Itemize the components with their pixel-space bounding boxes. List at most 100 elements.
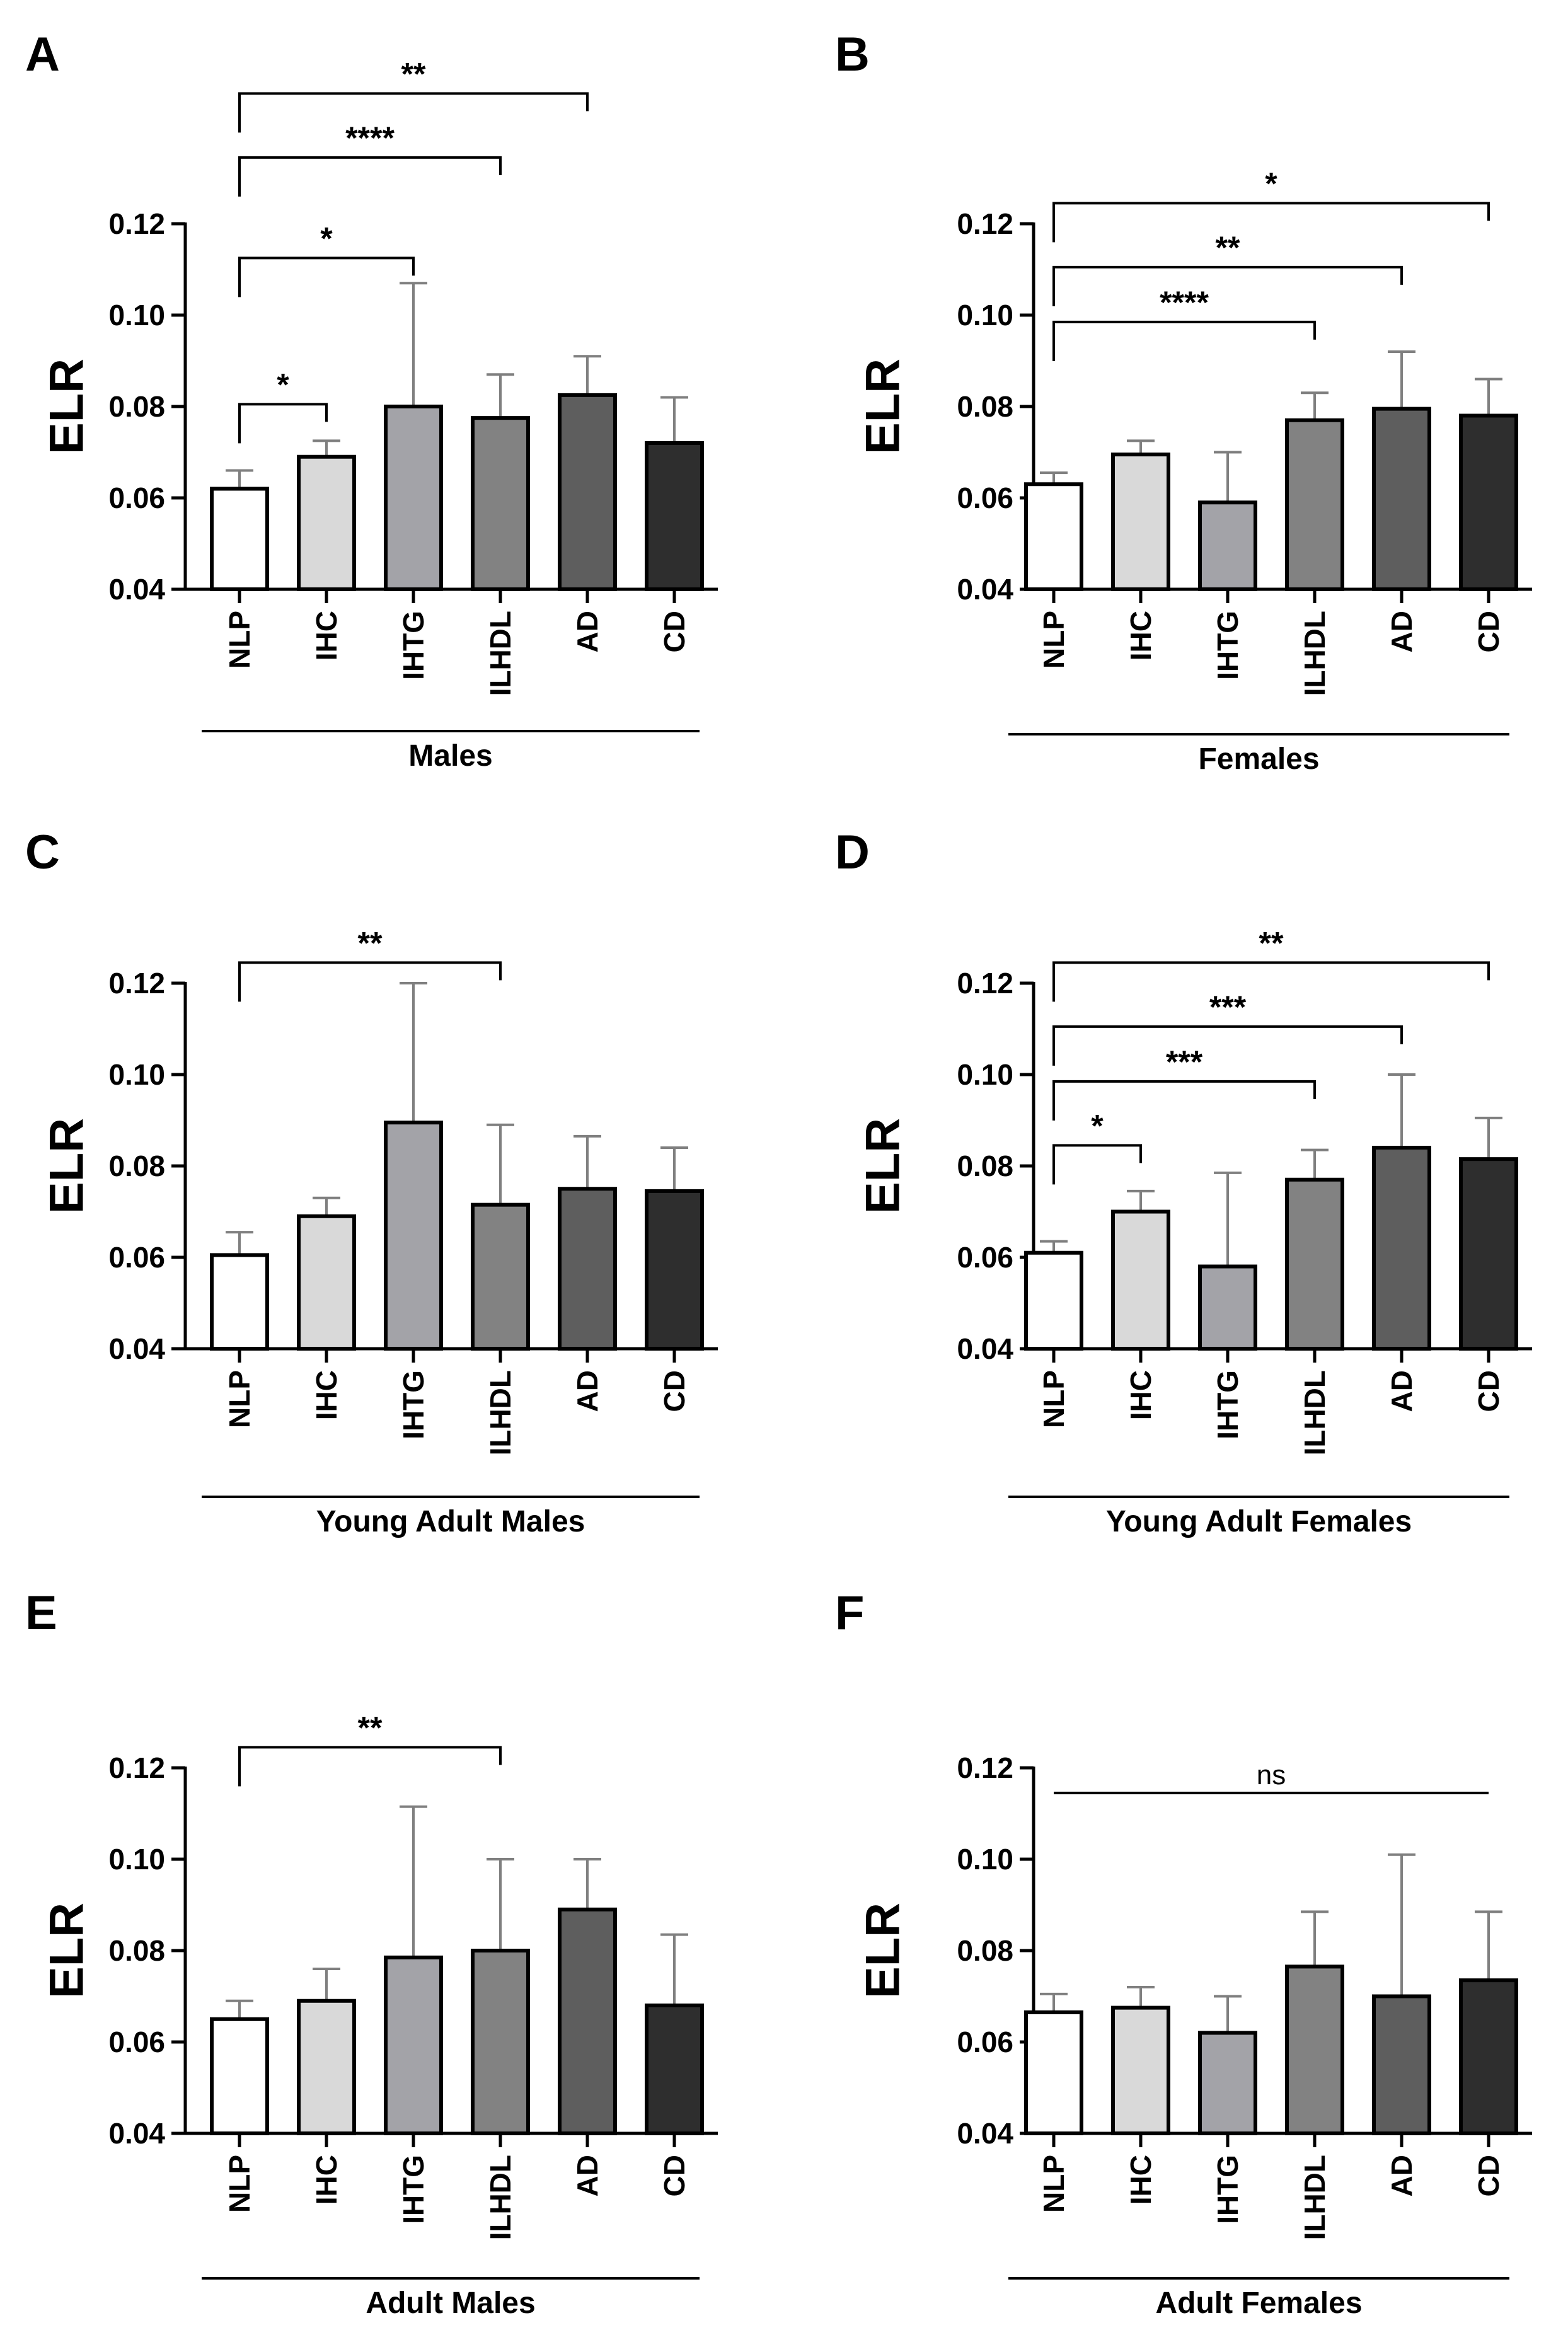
x-tick-label: CD — [658, 1370, 691, 1412]
bar-ihc — [297, 1214, 356, 1351]
y-tick-label: 0.06 — [957, 482, 1013, 514]
y-tick-label: 0.12 — [108, 967, 165, 1000]
x-tick-label: IHC — [310, 2155, 343, 2205]
y-tick-label: 0.08 — [957, 390, 1013, 423]
x-tick-label: CD — [1472, 2155, 1505, 2196]
significance-label: *** — [1209, 989, 1247, 1025]
panel-e: E ELR 0.04 0.06 0.08 0.10 0.12 NLP IHC IHTG ILHDL A… — [25, 1586, 718, 2320]
x-tick-label: NLP — [223, 1370, 256, 1428]
y-axis-label: ELR — [40, 1118, 94, 1214]
y-tick-label: 0.04 — [108, 1332, 165, 1365]
bracket-line — [238, 156, 502, 197]
bar-ihc — [297, 454, 356, 591]
significance-bracket: ** — [1052, 230, 1403, 306]
significance-label: ns — [1257, 1760, 1286, 1791]
y-tick-label: 0.06 — [108, 1241, 165, 1274]
bar-cd — [1459, 413, 1518, 591]
y-tick-label: 0.10 — [957, 1843, 1013, 1876]
x-tick-label: AD — [571, 611, 604, 652]
bracket-line — [1052, 1144, 1142, 1185]
bracket-line — [1052, 961, 1490, 1002]
significance-bracket: ** — [1052, 925, 1490, 1002]
significance-label: * — [277, 367, 289, 402]
y-tick-label: 0.10 — [108, 299, 165, 332]
y-tick-label: 0.06 — [957, 2026, 1013, 2058]
significance-bracket: * — [238, 367, 328, 444]
bar-ihtg — [1198, 2031, 1257, 2135]
y-axis-label: ELR — [40, 359, 94, 454]
y-tick-label: 0.04 — [108, 573, 165, 606]
y-tick-label: 0.12 — [957, 967, 1013, 1000]
panel-letter: F — [835, 1586, 864, 1640]
x-tick-label: CD — [658, 611, 691, 652]
x-tick-label: AD — [571, 2155, 604, 2196]
y-tick-label: 0.12 — [957, 207, 1013, 240]
panel-letter: B — [835, 28, 870, 81]
significance-label: **** — [1160, 285, 1209, 320]
x-tick-label: ILHDL — [484, 2155, 517, 2240]
x-tick-label: ILHDL — [1298, 2155, 1331, 2240]
bar-ilhdl — [1285, 1177, 1344, 1351]
bar-ihc — [1111, 1209, 1170, 1351]
group-label: Adult Females — [1155, 2287, 1362, 2320]
bracket-line — [1052, 320, 1316, 361]
bar-nlp — [210, 1253, 269, 1351]
bar-ihtg — [1198, 1264, 1257, 1351]
bar-ad — [1372, 407, 1431, 591]
y-axis-label: ELR — [856, 359, 910, 454]
bar-ihtg — [384, 405, 443, 591]
significance-label: ** — [358, 925, 383, 960]
y-axis-label: ELR — [856, 1903, 910, 1998]
significance-label: ** — [401, 56, 426, 91]
bar-ad — [558, 393, 617, 591]
bar-ad — [558, 1907, 617, 2135]
group-label: Females — [1198, 742, 1319, 776]
bracket-line — [1052, 1025, 1403, 1066]
significance-label: *** — [1166, 1044, 1203, 1080]
y-tick-label: 0.08 — [957, 1934, 1013, 1967]
y-tick-label: 0.08 — [108, 1150, 165, 1182]
x-tick-label: CD — [1472, 611, 1505, 652]
significance-bracket: * — [238, 221, 415, 297]
bracket-line — [238, 1746, 502, 1787]
significance-label: * — [1091, 1108, 1104, 1143]
x-tick-label: IHTG — [397, 2155, 430, 2224]
bar-nlp — [1024, 482, 1083, 591]
bracket-line — [238, 257, 415, 297]
bar-cd — [1459, 1978, 1518, 2135]
x-tick-label: ILHDL — [1298, 611, 1331, 696]
significance-bracket: *** — [1052, 1044, 1316, 1121]
x-tick-label: NLP — [1037, 2155, 1070, 2213]
bar-nlp — [1024, 1250, 1083, 1351]
significance-label: ** — [1216, 230, 1240, 265]
x-tick-label: AD — [1385, 2155, 1418, 2196]
group-label: Males — [408, 739, 492, 773]
significance-bracket: ** — [238, 56, 589, 133]
x-tick-label: CD — [658, 2155, 691, 2196]
y-tick-label: 0.12 — [957, 1751, 1013, 1784]
significance-bracket: **** — [1052, 285, 1316, 361]
significance-label: ** — [1259, 925, 1284, 960]
panel-d: D ELR 0.04 0.06 0.08 0.10 0.12 NLP IHC IHTG ILHDL A… — [835, 826, 1532, 1538]
y-tick-label: 0.04 — [957, 2117, 1013, 2150]
y-tick-label: 0.06 — [108, 482, 165, 514]
x-tick-label: IHTG — [1211, 1370, 1244, 1439]
y-tick-label: 0.12 — [108, 207, 165, 240]
bracket-line — [238, 403, 328, 444]
significance-bracket: * — [1052, 166, 1490, 243]
x-tick-label: IHC — [1124, 2155, 1157, 2205]
x-tick-label: CD — [1472, 1370, 1505, 1412]
bar-ihtg — [1198, 500, 1257, 591]
x-tick-label: AD — [1385, 611, 1418, 652]
bar-nlp — [1024, 2010, 1083, 2135]
x-tick-label: NLP — [223, 2155, 256, 2213]
significance-bracket: ** — [238, 925, 502, 1002]
x-tick-label: IHTG — [1211, 2155, 1244, 2224]
bar-ihc — [1111, 2005, 1170, 2135]
panel-letter: E — [25, 1586, 57, 1640]
bracket-line — [1052, 1080, 1316, 1121]
bar-ihc — [297, 1998, 356, 2135]
significance-bracket: ns — [1054, 1760, 1489, 1794]
significance-bracket: **** — [238, 120, 502, 197]
